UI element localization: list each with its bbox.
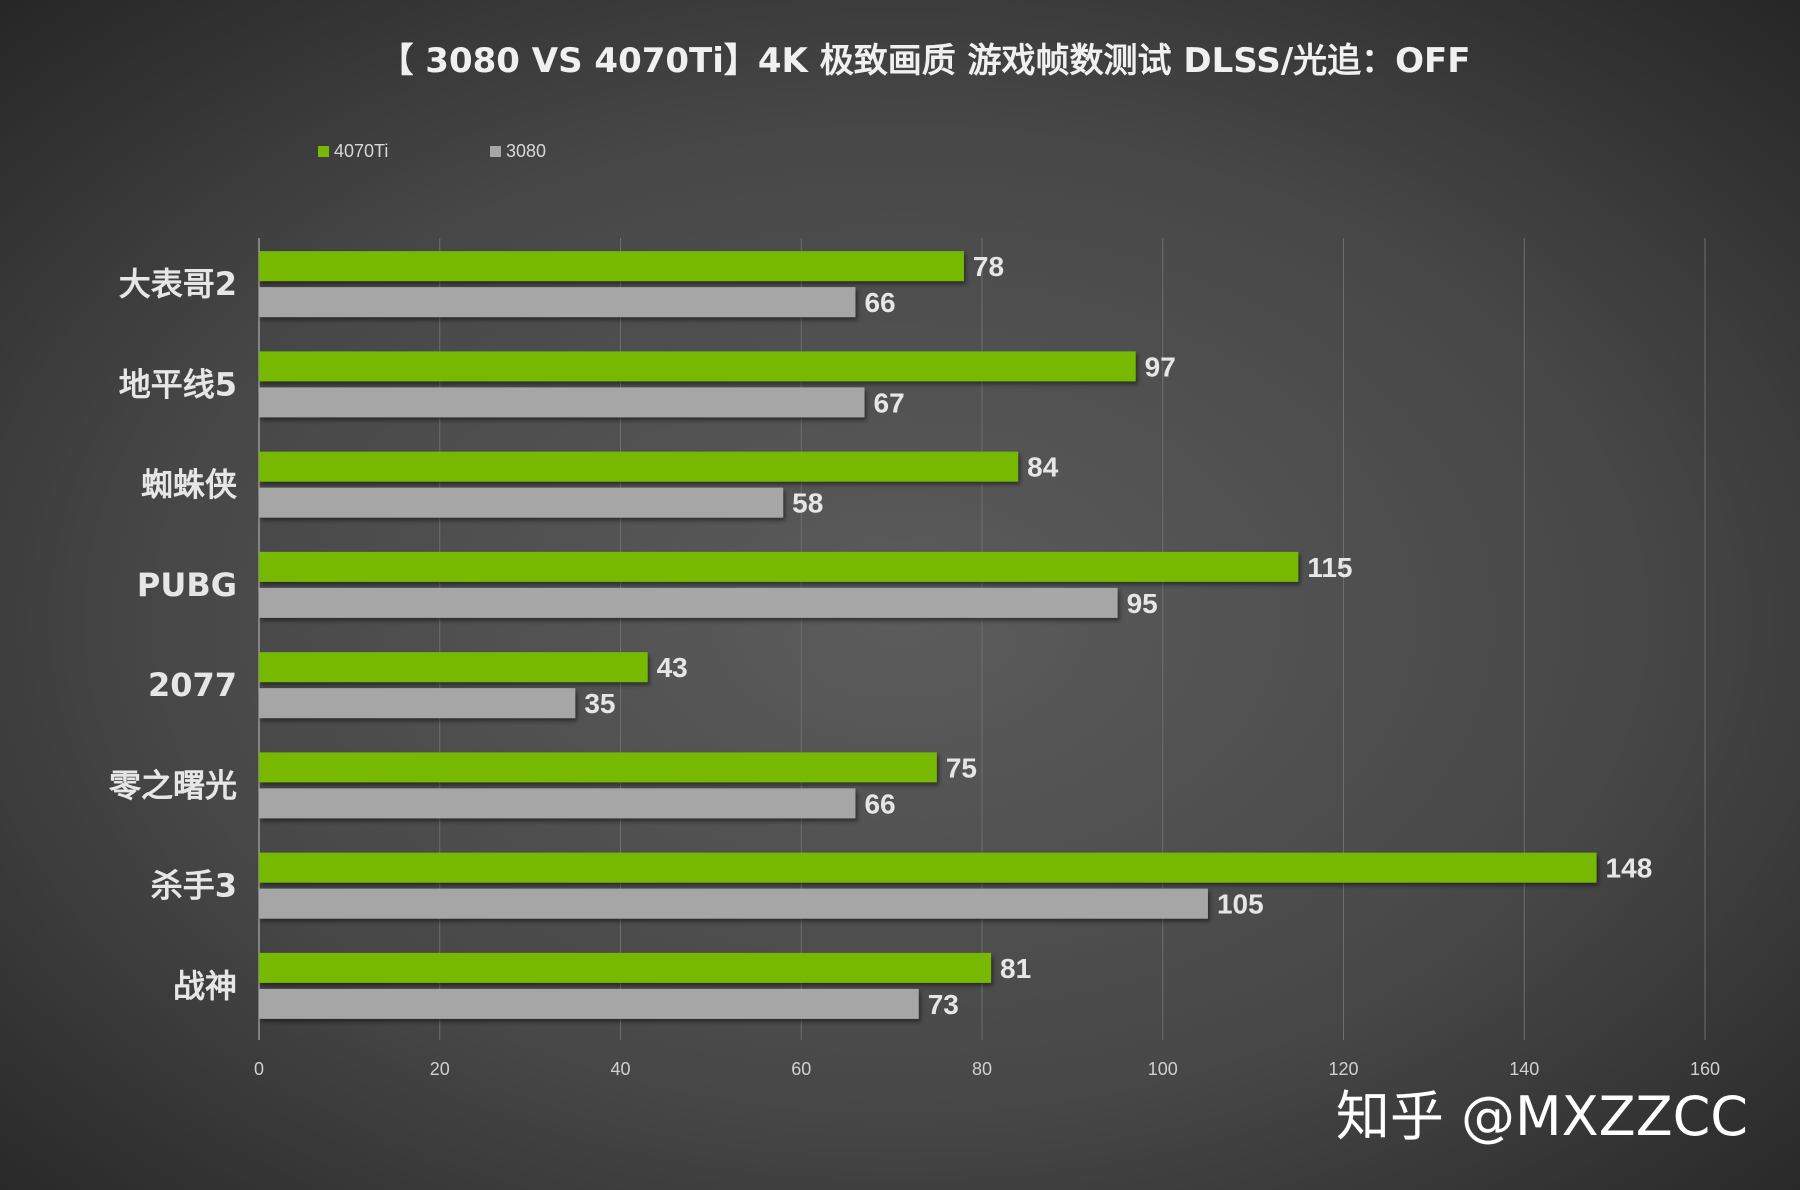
category-label: 大表哥2	[119, 265, 237, 303]
bar-3080	[259, 487, 784, 518]
value-label: 66	[864, 287, 895, 318]
category-label: 地平线5	[119, 365, 237, 403]
watermark-text: 知乎 @MXZZCC	[1336, 1085, 1748, 1148]
category-label: 零之曙光	[109, 766, 237, 804]
bar-4070Ti	[259, 451, 1019, 482]
bar-4070Ti	[259, 852, 1597, 883]
value-label: 95	[1127, 588, 1158, 619]
x-tick-label: 140	[1509, 1059, 1539, 1079]
value-label: 81	[1000, 953, 1031, 984]
bar-4070Ti	[259, 351, 1136, 382]
category-label: 杀手3	[151, 867, 237, 905]
bar-4070Ti	[259, 652, 648, 683]
category-label: 2077	[148, 666, 237, 704]
x-tick-label: 40	[610, 1059, 630, 1079]
x-tick-label: 120	[1328, 1059, 1358, 1079]
bar-4070Ti	[259, 551, 1299, 582]
legend-label: 4070Ti	[334, 141, 388, 161]
bar-3080	[259, 587, 1118, 618]
value-label: 148	[1606, 853, 1653, 884]
bar-4070Ti	[259, 952, 992, 983]
value-label: 73	[928, 989, 959, 1020]
value-label: 105	[1217, 889, 1264, 920]
chart-title: 【 3080 VS 4070Ti】4K 极致画质 游戏帧数测试 DLSS/光追：…	[379, 41, 1470, 81]
x-tick-label: 80	[972, 1059, 992, 1079]
value-label: 97	[1145, 351, 1176, 382]
category-label: PUBG	[137, 566, 237, 604]
x-tick-label: 160	[1690, 1059, 1720, 1079]
bar-4070Ti	[259, 752, 937, 783]
legend-swatch	[318, 146, 329, 157]
bar-3080	[259, 788, 856, 819]
bar-3080	[259, 888, 1208, 919]
bar-3080	[259, 688, 576, 719]
value-label: 58	[792, 488, 823, 519]
value-label: 66	[864, 788, 895, 819]
x-tick-label: 20	[430, 1059, 450, 1079]
value-label: 78	[973, 251, 1004, 282]
value-label: 75	[946, 752, 977, 783]
category-label: 战神	[173, 967, 237, 1005]
value-labels: 78 66 97 67 84 58 115 95 43 35 75 66 148 105 81 73	[584, 251, 1652, 1020]
legend-label: 3080	[506, 141, 546, 161]
bar-3080	[259, 387, 865, 418]
category-label: 蜘蛛侠	[141, 466, 238, 504]
value-label: 115	[1307, 552, 1352, 583]
legend: 4070Ti 3080	[318, 141, 546, 161]
x-tick-label: 100	[1148, 1059, 1178, 1079]
value-label: 35	[584, 688, 615, 719]
x-tick-label: 60	[791, 1059, 811, 1079]
legend-swatch	[490, 146, 501, 157]
bar-4070Ti	[259, 251, 964, 282]
x-tick-label: 0	[254, 1059, 264, 1079]
bar-3080	[259, 287, 856, 318]
value-label: 43	[657, 652, 688, 683]
x-axis-ticks: 0 20 40 60 80 100 120 140 160	[254, 1059, 1720, 1079]
bar-3080	[259, 988, 919, 1019]
value-label: 84	[1027, 452, 1059, 483]
value-label: 67	[874, 387, 905, 418]
bars	[259, 251, 1597, 1019]
